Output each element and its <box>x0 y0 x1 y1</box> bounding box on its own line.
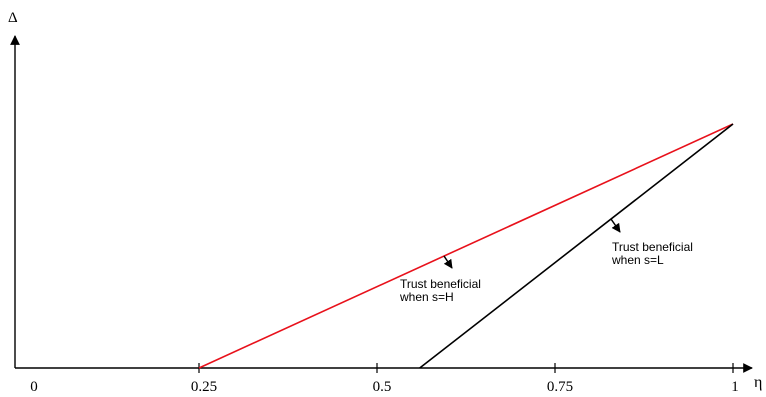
annotation-text: when s=L <box>611 253 664 267</box>
x-tick-label: 0 <box>30 379 38 395</box>
x-tick-label: 0.5 <box>373 379 392 395</box>
annotation-arrow <box>443 255 453 269</box>
x-tick-label: 0.75 <box>547 379 573 395</box>
series-lines <box>198 123 734 369</box>
x-ticks: 0 0.25 0.5 0.75 1 <box>30 363 739 395</box>
annotation-text: when s=H <box>399 290 454 304</box>
annotation-text: Trust beneficial <box>612 240 693 254</box>
annotation-text: Trust beneficial <box>400 277 481 291</box>
x-tick-label: 0.25 <box>191 379 217 395</box>
y-axis-label: Δ <box>8 10 18 26</box>
annotation-arrow <box>610 218 621 233</box>
x-tick-label: 1 <box>731 379 739 395</box>
series-line-0 <box>198 123 734 369</box>
series-line-1 <box>419 123 734 369</box>
x-axis-label: η <box>754 374 762 391</box>
